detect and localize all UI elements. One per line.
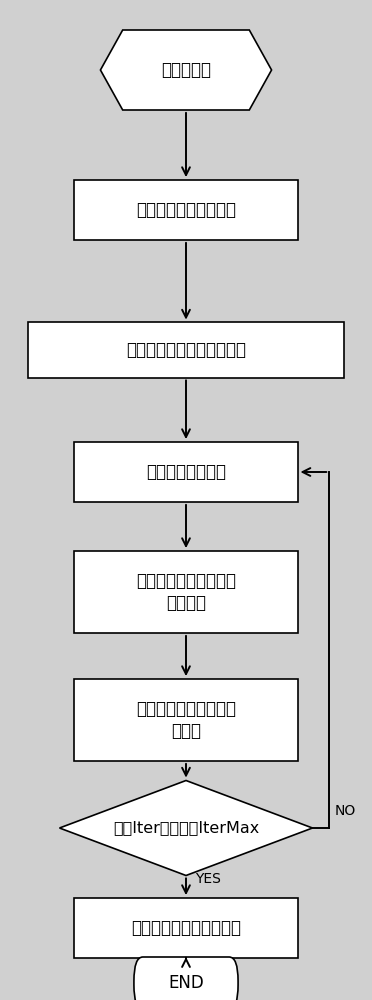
Text: END: END: [168, 974, 204, 992]
FancyBboxPatch shape: [74, 442, 298, 502]
Text: 得到迭代表达式进行迭
代运算: 得到迭代表达式进行迭 代运算: [136, 700, 236, 740]
Text: 计算结构张量和连续性因子: 计算结构张量和连续性因子: [126, 341, 246, 359]
Text: 参数初始化: 参数初始化: [161, 61, 211, 79]
Text: 输入三维地震图像数据: 输入三维地震图像数据: [136, 201, 236, 219]
FancyBboxPatch shape: [74, 551, 298, 633]
Text: YES: YES: [195, 872, 221, 886]
FancyBboxPatch shape: [28, 322, 344, 377]
Text: 得到正规化混合范数目
标表达式: 得到正规化混合范数目 标表达式: [136, 572, 236, 612]
Polygon shape: [60, 780, 312, 876]
Text: 完成三维地震图像的降噪: 完成三维地震图像的降噪: [131, 919, 241, 937]
FancyBboxPatch shape: [74, 679, 298, 761]
FancyBboxPatch shape: [74, 898, 298, 958]
Text: 判断Iter是否等于IterMax: 判断Iter是否等于IterMax: [113, 820, 259, 836]
Text: NO: NO: [335, 804, 356, 818]
FancyBboxPatch shape: [74, 180, 298, 240]
Text: 计算混合范数变量: 计算混合范数变量: [146, 463, 226, 481]
FancyBboxPatch shape: [134, 957, 238, 1000]
Polygon shape: [100, 30, 272, 110]
